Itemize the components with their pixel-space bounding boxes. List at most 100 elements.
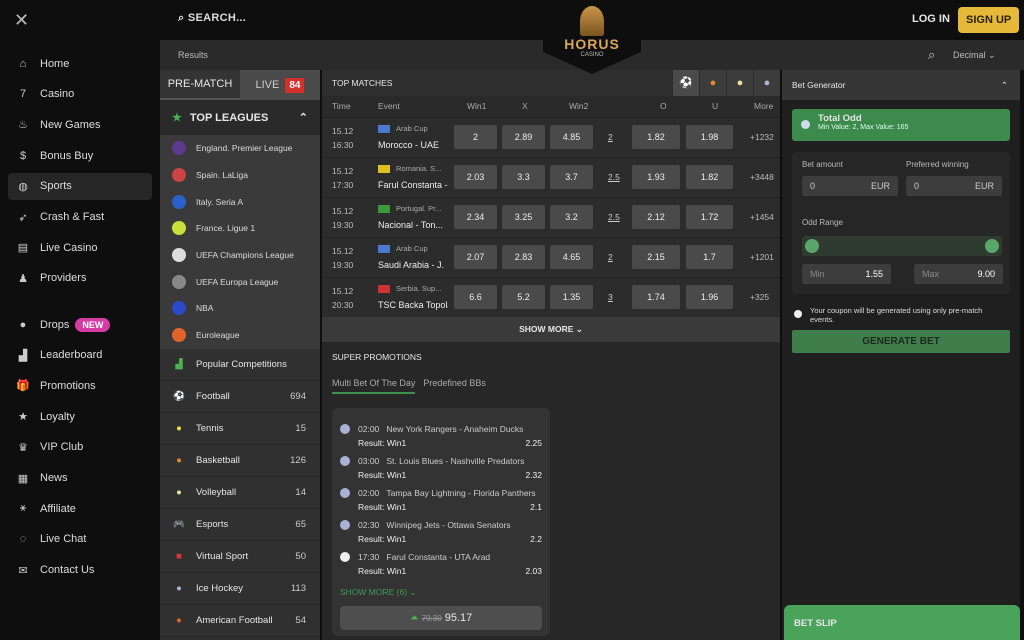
- sidebar-item-live-chat[interactable]: ◌ Live Chat: [8, 526, 152, 553]
- sport-item[interactable]: ● Tennis 15: [160, 412, 320, 445]
- odd-over-button[interactable]: 1.74: [632, 285, 680, 309]
- preferred-winning-input[interactable]: 0 EUR: [906, 176, 1002, 196]
- volleyball-filter-icon[interactable]: ●: [727, 70, 753, 96]
- sidebar-item-promotions[interactable]: 🎁 Promotions: [8, 372, 152, 399]
- bet-generator-header[interactable]: Bet Generator ⌃: [782, 70, 1020, 100]
- total-line-link[interactable]: 2: [608, 252, 613, 262]
- total-line-link[interactable]: 3: [608, 292, 613, 302]
- odd-over-button[interactable]: 1.82: [632, 125, 680, 149]
- search-button[interactable]: ⌕ SEARCH...: [178, 12, 246, 25]
- sidebar-item-loyalty[interactable]: ★ Loyalty: [8, 403, 152, 430]
- more-markets-link[interactable]: +1454: [750, 212, 774, 222]
- add-multi-bet-button[interactable]: ⏶ 79.30 95.17: [340, 606, 542, 630]
- odd-draw-button[interactable]: 3.25: [502, 205, 545, 229]
- event-name[interactable]: Morocco - UAE: [378, 140, 440, 150]
- bet-amount-input[interactable]: 0 EUR: [802, 176, 898, 196]
- sidebar-item-home[interactable]: ⌂ Home: [8, 50, 152, 77]
- odd-win2-button[interactable]: 4.85: [550, 125, 593, 149]
- sport-item[interactable]: ● Ice Hockey 113: [160, 572, 320, 605]
- hockey-filter-icon[interactable]: ●: [754, 70, 780, 96]
- sport-item[interactable]: 🎮 Esports 65: [160, 508, 320, 541]
- league-item[interactable]: UEFA Europa League: [160, 268, 320, 296]
- odd-over-button[interactable]: 2.15: [632, 245, 680, 269]
- signup-button[interactable]: SIGN UP: [958, 7, 1020, 33]
- more-markets-link[interactable]: +1232: [750, 132, 774, 142]
- tab-predefined-bbs[interactable]: Predefined BBs: [423, 378, 486, 388]
- odds-format-select[interactable]: Decimal ⌄: [953, 50, 996, 61]
- generate-bet-button[interactable]: GENERATE BET: [792, 330, 1010, 353]
- league-item[interactable]: NBA: [160, 295, 320, 322]
- odd-win2-button[interactable]: 1.35: [550, 285, 593, 309]
- results-link[interactable]: Results: [178, 50, 209, 60]
- sidebar-item-drops[interactable]: ● Drops NEW: [8, 311, 152, 338]
- odd-draw-button[interactable]: 5.2: [502, 285, 545, 309]
- slider-max-handle[interactable]: [985, 239, 999, 253]
- odd-win1-button[interactable]: 6.6: [454, 285, 497, 309]
- odd-under-button[interactable]: 1.72: [686, 205, 733, 229]
- odd-draw-button[interactable]: 2.89: [502, 125, 545, 149]
- event-name[interactable]: TSC Backa Topola: [378, 300, 448, 310]
- event-name[interactable]: Farul Constanta -: [378, 180, 448, 190]
- bet-slip-button[interactable]: BET SLIP: [784, 605, 1020, 640]
- tab-live[interactable]: LIVE 84: [240, 70, 320, 100]
- sport-item[interactable]: ● American Football 54: [160, 604, 320, 637]
- max-odd-input[interactable]: Max 9.00: [914, 264, 1003, 284]
- odd-draw-button[interactable]: 3.3: [502, 165, 545, 189]
- show-more-button[interactable]: SHOW MORE ⌄: [322, 317, 780, 342]
- event-name[interactable]: Saudi Arabia - J.: [378, 260, 445, 270]
- sidebar-item-sports[interactable]: ◍ Sports: [8, 172, 152, 200]
- odd-under-button[interactable]: 1.96: [686, 285, 733, 309]
- odd-draw-button[interactable]: 2.83: [502, 245, 545, 269]
- odd-over-button[interactable]: 2.12: [632, 205, 680, 229]
- league-item[interactable]: England. Premier League: [160, 135, 320, 162]
- league-item[interactable]: Euroleague: [160, 321, 320, 349]
- top-leagues-header[interactable]: ★ TOP LEAGUES ⌃: [160, 100, 320, 135]
- sidebar-item-news[interactable]: ▦ News: [8, 465, 152, 492]
- basketball-filter-icon[interactable]: ●: [700, 70, 726, 96]
- odd-win1-button[interactable]: 2.07: [454, 245, 497, 269]
- odd-over-button[interactable]: 1.93: [632, 165, 680, 189]
- sport-item[interactable]: ⚽ Football 694: [160, 380, 320, 413]
- more-markets-link[interactable]: +1201: [750, 252, 774, 262]
- sidebar-item-providers[interactable]: ♟ Providers: [8, 265, 152, 292]
- show-more-picks-button[interactable]: SHOW MORE (6) ⌄: [340, 587, 417, 597]
- tab-multi-bet[interactable]: Multi Bet Of The Day: [332, 378, 416, 394]
- odd-win2-button[interactable]: 3.2: [550, 205, 593, 229]
- min-odd-input[interactable]: Min 1.55: [802, 264, 891, 284]
- sport-item[interactable]: ● Basketball 126: [160, 444, 320, 477]
- odd-win1-button[interactable]: 2: [454, 125, 497, 149]
- odd-under-button[interactable]: 1.7: [686, 245, 733, 269]
- tab-pre-match[interactable]: PRE-MATCH: [160, 70, 240, 100]
- odd-win2-button[interactable]: 3.7: [550, 165, 593, 189]
- league-item[interactable]: France. Ligue 1: [160, 215, 320, 242]
- league-item[interactable]: Spain. LaLiga: [160, 161, 320, 189]
- sidebar-item-leaderboard[interactable]: ▟ Leaderboard: [8, 342, 152, 369]
- close-icon[interactable]: ✕: [14, 10, 30, 30]
- more-markets-link[interactable]: +325: [750, 292, 770, 302]
- more-markets-link[interactable]: +3448: [750, 172, 774, 182]
- login-button[interactable]: LOG IN: [912, 13, 950, 25]
- sidebar-item-crash-fast[interactable]: ➶ Crash & Fast: [8, 204, 152, 231]
- odd-win1-button[interactable]: 2.34: [454, 205, 497, 229]
- search-icon[interactable]: ⌕: [928, 47, 936, 62]
- popular-competitions[interactable]: ▟ Popular Competitions: [160, 348, 320, 381]
- football-filter-icon[interactable]: ⚽: [673, 70, 699, 96]
- event-name[interactable]: Nacional - Ton...: [378, 220, 443, 230]
- league-item[interactable]: UEFA Champions League: [160, 241, 320, 269]
- sidebar-item-vip-club[interactable]: ♛ VIP Club: [8, 434, 152, 461]
- sidebar-item-bonus-buy[interactable]: $ Bonus Buy: [8, 142, 152, 169]
- sidebar-item-new-games[interactable]: ♨ New Games: [8, 111, 152, 138]
- total-line-link[interactable]: 2.5: [608, 172, 620, 182]
- total-line-link[interactable]: 2.5: [608, 212, 620, 222]
- sport-item[interactable]: ● Volleyball 14: [160, 476, 320, 509]
- odd-win2-button[interactable]: 4.65: [550, 245, 593, 269]
- slider-min-handle[interactable]: [805, 239, 819, 253]
- odd-range-slider[interactable]: [802, 236, 1002, 256]
- sidebar-item-contact-us[interactable]: ✉ Contact Us: [8, 557, 152, 584]
- sidebar-item-affiliate[interactable]: ⚹ Affiliate: [8, 495, 152, 522]
- odd-under-button[interactable]: 1.98: [686, 125, 733, 149]
- total-line-link[interactable]: 2: [608, 132, 613, 142]
- sidebar-item-casino[interactable]: 7 Casino: [8, 81, 152, 108]
- odd-under-button[interactable]: 1.82: [686, 165, 733, 189]
- odd-win1-button[interactable]: 2.03: [454, 165, 497, 189]
